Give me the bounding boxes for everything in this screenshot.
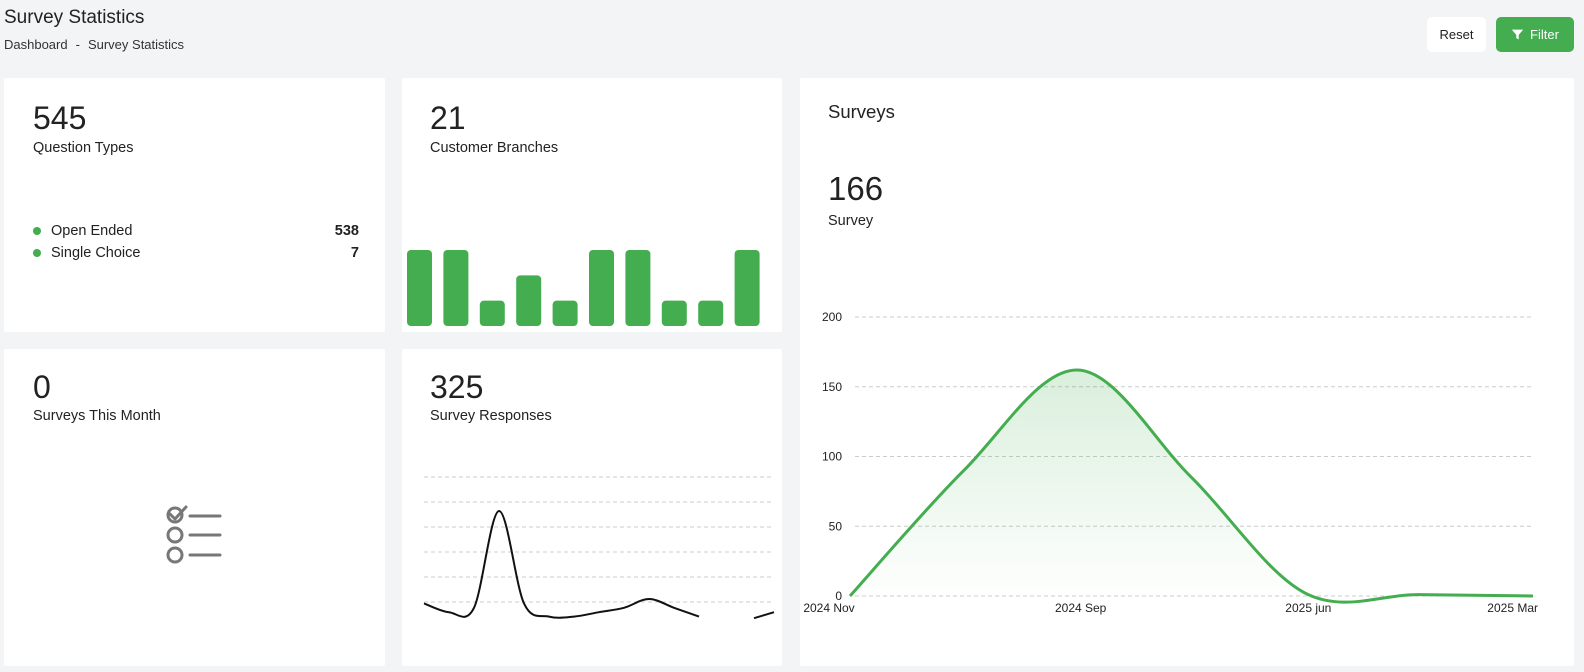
y-tick-label: 200 xyxy=(822,310,842,324)
bar xyxy=(479,300,505,326)
question-types-card: 545 Question Types Open Ended 538 Single… xyxy=(4,78,385,332)
customer-branches-label: Customer Branches xyxy=(430,140,559,156)
reset-button[interactable]: Reset xyxy=(1427,17,1486,52)
checklist-icon xyxy=(166,505,222,564)
breadcrumb-current: Survey Statistics xyxy=(87,37,185,52)
filter-icon xyxy=(1511,29,1524,40)
branches-bar-chart xyxy=(407,250,760,326)
bar xyxy=(443,250,469,326)
x-tick-label: 2024 Nov xyxy=(803,601,854,615)
breadcrumb: Dashboard - Survey Statistics xyxy=(4,37,184,52)
breadcrumb-dashboard[interactable]: Dashboard xyxy=(4,37,68,52)
legend-item-single-choice: Single Choice 7 xyxy=(33,245,359,261)
bar xyxy=(407,250,432,326)
legend-value: 538 xyxy=(334,223,359,239)
surveys-label: Survey xyxy=(828,213,874,229)
surveys-card-title: Surveys xyxy=(828,101,895,122)
filter-button[interactable]: Filter xyxy=(1496,17,1574,52)
reset-button-label: Reset xyxy=(1439,27,1474,42)
legend-dot xyxy=(33,227,41,235)
page-title: Survey Statistics xyxy=(4,7,145,28)
surveys-this-month-value: 0 xyxy=(33,369,51,405)
x-tick-label: 2025 Mar xyxy=(1487,601,1538,615)
legend-dot xyxy=(33,249,41,257)
surveys-this-month-label: Surveys This Month xyxy=(33,408,161,424)
breadcrumb-separator: - xyxy=(75,37,80,52)
x-tick-label: 2024 Sep xyxy=(1055,601,1107,615)
legend-label: Open Ended xyxy=(51,223,133,239)
y-tick-label: 150 xyxy=(822,380,842,394)
question-types-value: 545 xyxy=(33,100,87,136)
surveys-this-month-card: 0 Surveys This Month xyxy=(4,349,385,666)
series-line xyxy=(423,509,700,619)
surveys-value: 166 xyxy=(828,170,884,207)
customer-branches-card: 21 Customer Branches xyxy=(402,78,782,332)
bar xyxy=(552,300,578,326)
legend-item-open-ended: Open Ended 538 xyxy=(33,223,359,239)
legend-label: Single Choice xyxy=(51,245,141,261)
series-area xyxy=(850,369,1533,603)
y-tick-label: 50 xyxy=(829,519,843,533)
bar xyxy=(734,250,760,326)
x-tick-label: 2025 jun xyxy=(1285,601,1331,615)
bar xyxy=(589,250,614,326)
y-tick-label: 100 xyxy=(822,450,842,464)
bar xyxy=(516,275,542,326)
survey-responses-label: Survey Responses xyxy=(430,408,552,424)
customer-branches-value: 21 xyxy=(430,100,466,136)
surveys-card: Surveys 166 Survey 0 50 100 150 200 2024 Nov 2… xyxy=(800,78,1574,666)
bar xyxy=(661,300,687,326)
survey-responses-card: 325 Survey Responses xyxy=(402,349,782,666)
question-types-label: Question Types xyxy=(33,140,134,156)
filter-button-label: Filter xyxy=(1530,27,1559,42)
responses-line-chart xyxy=(423,476,775,620)
y-tick-label: 0 xyxy=(835,589,842,603)
bar xyxy=(625,250,651,326)
series-line xyxy=(753,611,775,620)
survey-responses-value: 325 xyxy=(430,369,484,405)
series-line xyxy=(848,368,1534,604)
surveys-area-chart: 0 50 100 150 200 2024 Nov 2024 Sep 2025 jun 2025… xyxy=(803,310,1538,615)
bar xyxy=(698,300,724,326)
legend-value: 7 xyxy=(350,245,359,261)
